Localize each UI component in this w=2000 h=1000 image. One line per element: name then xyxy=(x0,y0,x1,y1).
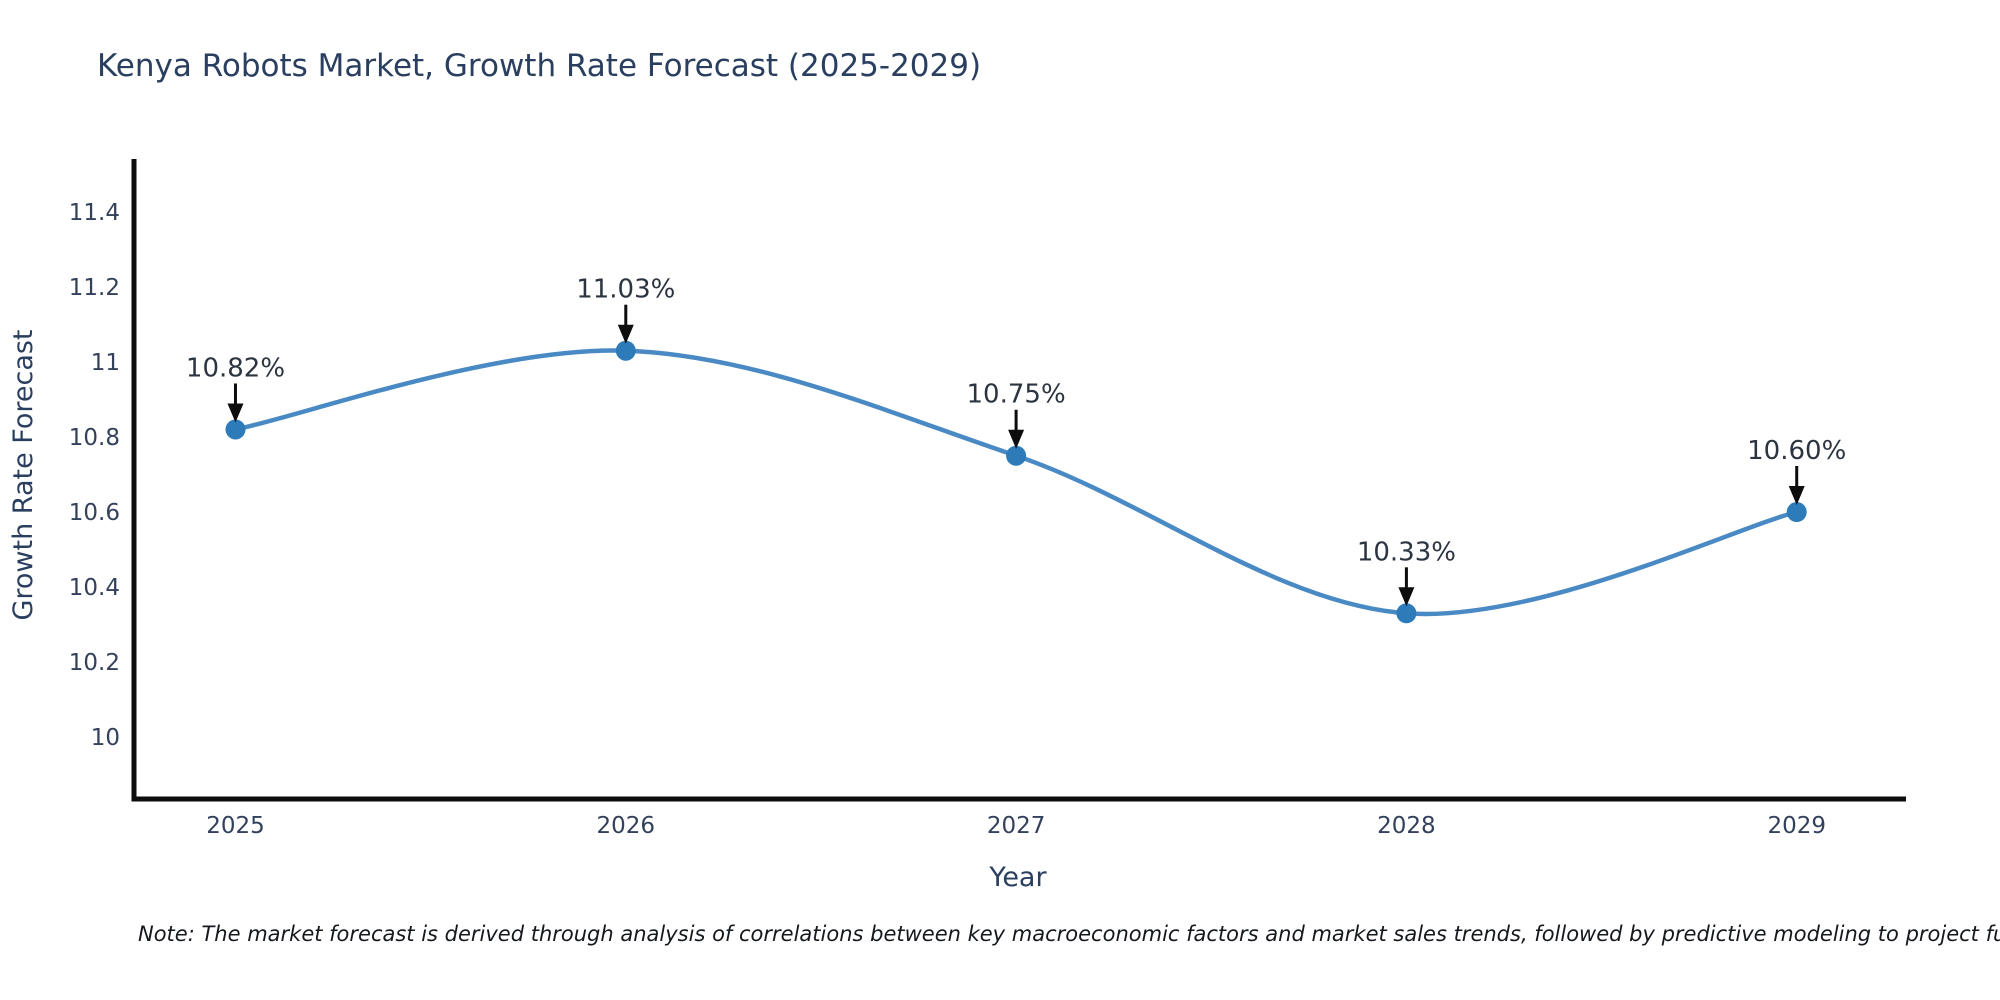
y-tick-label-10: 10 xyxy=(91,725,120,751)
y-tick-label-11.2: 11.2 xyxy=(69,275,120,301)
chart-title: Kenya Robots Market, Growth Rate Forecas… xyxy=(97,48,981,84)
plot-area: 10 10.2 10.4 10.6 10.8 11 11.2 11.4 2025 2026 2027… xyxy=(69,159,1906,839)
data-point-2026 xyxy=(615,340,636,361)
x-tick-label-2026: 2026 xyxy=(597,813,656,839)
y-tick-label-10.8: 10.8 xyxy=(69,425,120,451)
point-value-label-2027: 10.75% xyxy=(967,380,1066,410)
point-value-label-2026: 11.03% xyxy=(576,275,675,305)
x-tick-label-2025: 2025 xyxy=(206,813,265,839)
annotation-arrowhead-icon xyxy=(1788,486,1805,506)
annotation-arrowhead-icon xyxy=(227,403,244,423)
annotation-arrowhead-icon xyxy=(1008,429,1025,449)
y-tick-label-10.6: 10.6 xyxy=(69,500,120,526)
x-tick-label-2028: 2028 xyxy=(1377,813,1436,839)
data-point-2027 xyxy=(1006,445,1027,466)
annotation-arrowhead-icon xyxy=(617,324,634,344)
y-tick-label-10.2: 10.2 xyxy=(69,650,120,676)
data-point-2025 xyxy=(225,419,246,440)
point-value-label-2029: 10.60% xyxy=(1747,436,1846,466)
point-value-label-2025: 10.82% xyxy=(186,353,285,383)
x-tick-label-2029: 2029 xyxy=(1767,813,1826,839)
data-point-2029 xyxy=(1786,502,1807,523)
x-axis-title: Year xyxy=(988,862,1047,893)
annotation-arrowhead-icon xyxy=(1398,587,1415,607)
y-tick-label-11.4: 11.4 xyxy=(69,200,120,226)
x-tick-label-2027: 2027 xyxy=(987,813,1046,839)
footnote: Note: The market forecast is derived thr… xyxy=(138,922,2000,946)
point-value-label-2028: 10.33% xyxy=(1357,537,1456,567)
y-tick-label-11: 11 xyxy=(91,350,120,376)
y-axis-title: Growth Rate Forecast xyxy=(8,329,39,620)
data-point-2028 xyxy=(1396,603,1417,624)
y-tick-label-10.4: 10.4 xyxy=(69,575,120,601)
